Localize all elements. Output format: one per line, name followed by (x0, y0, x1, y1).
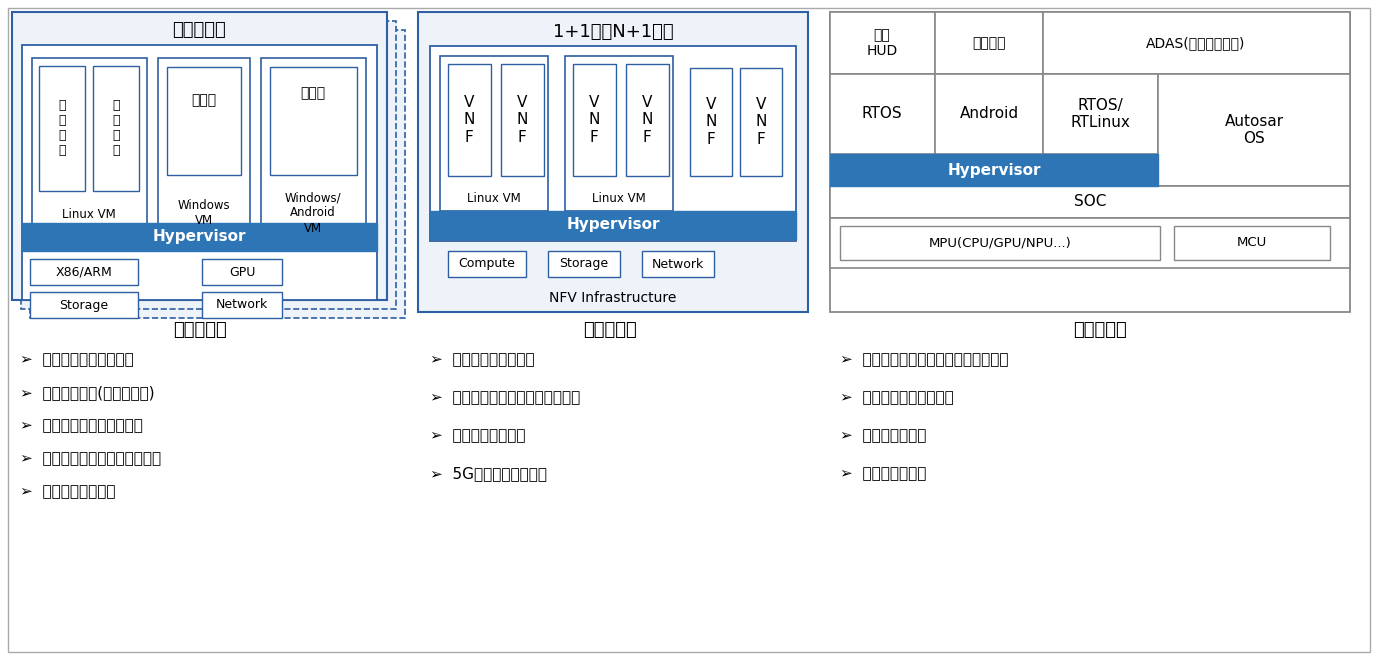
Bar (260, 58, 367, 226)
Bar (830, 12, 1350, 312)
Bar (167, 67, 241, 175)
Text: 端侧虚拟化: 端侧虚拟化 (1073, 321, 1127, 339)
Text: GPU: GPU (229, 265, 255, 279)
Text: V
N
F: V N F (463, 95, 474, 145)
Bar (1158, 74, 1350, 186)
Text: ➢  多功能节点按需部署、弹性组网: ➢ 多功能节点按需部署、弹性组网 (430, 391, 580, 405)
Bar (39, 66, 85, 191)
Bar (430, 211, 796, 239)
Text: 业
务
容
器: 业 务 容 器 (58, 99, 66, 157)
Bar (830, 154, 1158, 186)
Bar (690, 68, 732, 176)
Text: 集群资源池: 集群资源池 (172, 21, 226, 39)
Bar (502, 64, 544, 176)
Bar (440, 56, 548, 211)
Text: RTOS: RTOS (861, 106, 903, 121)
Bar (565, 56, 672, 211)
Bar (30, 292, 138, 318)
Text: 信息娱乐: 信息娱乐 (973, 36, 1006, 50)
Text: MCU: MCU (1237, 236, 1268, 249)
Bar (936, 74, 1043, 154)
Bar (936, 12, 1043, 74)
Text: V
N
F: V N F (706, 97, 717, 147)
Bar (1174, 226, 1330, 260)
Text: Hypervisor: Hypervisor (566, 218, 660, 232)
Bar (830, 12, 936, 74)
Bar (158, 58, 249, 226)
Text: V
N
F: V N F (755, 97, 766, 147)
Bar (841, 226, 1160, 260)
Bar (830, 218, 1350, 268)
Bar (418, 12, 808, 312)
Text: Hypervisor: Hypervisor (152, 230, 245, 244)
Bar (430, 46, 796, 241)
Bar (448, 251, 526, 277)
Bar (32, 58, 147, 226)
Text: Network: Network (216, 298, 269, 312)
Bar (1043, 74, 1158, 154)
Text: 云侧虚拟化: 云侧虚拟化 (174, 321, 227, 339)
Text: MPU(CPU/GPU/NPU...): MPU(CPU/GPU/NPU...) (929, 236, 1071, 249)
Bar (642, 251, 714, 277)
Text: Android: Android (959, 106, 1018, 121)
Text: Windows/
Android
VM: Windows/ Android VM (285, 191, 342, 234)
Text: ➢  芯片同构、服务器集群: ➢ 芯片同构、服务器集群 (21, 352, 134, 368)
Text: ➢  业务无中断迁移、检查点恢复: ➢ 业务无中断迁移、检查点恢复 (21, 451, 161, 467)
Bar (740, 68, 781, 176)
Text: ➢  吞吐能力优先(多业务并发): ➢ 吞吐能力优先(多业务并发) (21, 385, 154, 401)
Text: ADAS(感知决策控制): ADAS(感知决策控制) (1146, 36, 1246, 50)
Bar (573, 64, 616, 176)
Text: 仪表
HUD: 仪表 HUD (867, 28, 897, 58)
Text: Hypervisor: Hypervisor (947, 162, 1040, 178)
Text: ➢  弹性扩展、超分配: ➢ 弹性扩展、超分配 (21, 484, 116, 500)
Bar (548, 251, 620, 277)
Text: SOC: SOC (1073, 195, 1107, 209)
Text: NFV Infrastructure: NFV Infrastructure (550, 291, 677, 305)
Bar (1043, 12, 1350, 74)
Text: Storage: Storage (559, 257, 609, 271)
Text: ➢  集群负载均衡、节能降耗: ➢ 集群负载均衡、节能降耗 (21, 418, 143, 434)
Text: 1+1或者N+1冗余: 1+1或者N+1冗余 (553, 23, 674, 41)
Bar (203, 292, 282, 318)
Text: Autosar
OS: Autosar OS (1225, 114, 1283, 147)
Text: ➢  轻量化、高性能: ➢ 轻量化、高性能 (841, 467, 926, 482)
Text: 边侧虚拟化: 边侧虚拟化 (583, 321, 637, 339)
Bar (92, 66, 139, 191)
Text: V
N
F: V N F (588, 95, 599, 145)
Text: Linux VM: Linux VM (467, 193, 521, 205)
Bar (203, 259, 282, 285)
Text: Compute: Compute (459, 257, 515, 271)
Text: ➢  实时性、确定性: ➢ 实时性、确定性 (841, 428, 926, 444)
Bar (830, 186, 1350, 218)
Bar (21, 21, 395, 309)
Text: Storage: Storage (59, 298, 109, 312)
Bar (30, 30, 405, 318)
Text: Network: Network (652, 257, 704, 271)
Bar (22, 223, 378, 251)
Text: 云游戏: 云游戏 (300, 86, 325, 100)
Text: Linux VM: Linux VM (593, 193, 646, 205)
Text: Linux VM: Linux VM (62, 207, 116, 220)
Text: Windows
VM: Windows VM (178, 199, 230, 227)
Text: ➢  软硬解耦、软件定义: ➢ 软硬解耦、软件定义 (430, 352, 535, 368)
Bar (22, 45, 378, 300)
Bar (830, 74, 936, 154)
Bar (626, 64, 668, 176)
Bar (30, 259, 138, 285)
Text: ➢  芯片异构、单芯片场景化多功能集成: ➢ 芯片异构、单芯片场景化多功能集成 (841, 352, 1009, 368)
Text: X86/ARM: X86/ARM (55, 265, 113, 279)
Text: ➢  5G业务端到端实时性: ➢ 5G业务端到端实时性 (430, 467, 547, 482)
Text: V
N
F: V N F (641, 95, 653, 145)
Bar (448, 64, 491, 176)
Bar (270, 67, 357, 175)
Bar (12, 12, 387, 300)
Text: V
N
F: V N F (517, 95, 528, 145)
Text: 业
务
容
器: 业 务 容 器 (112, 99, 120, 157)
Text: ➢  主备冗余、高可用: ➢ 主备冗余、高可用 (430, 428, 525, 444)
Text: RTOS/
RTLinux: RTOS/ RTLinux (1071, 98, 1130, 130)
Text: 云桌面: 云桌面 (192, 93, 216, 107)
Text: ➢  高安全、单节点高可靠: ➢ 高安全、单节点高可靠 (841, 391, 954, 405)
